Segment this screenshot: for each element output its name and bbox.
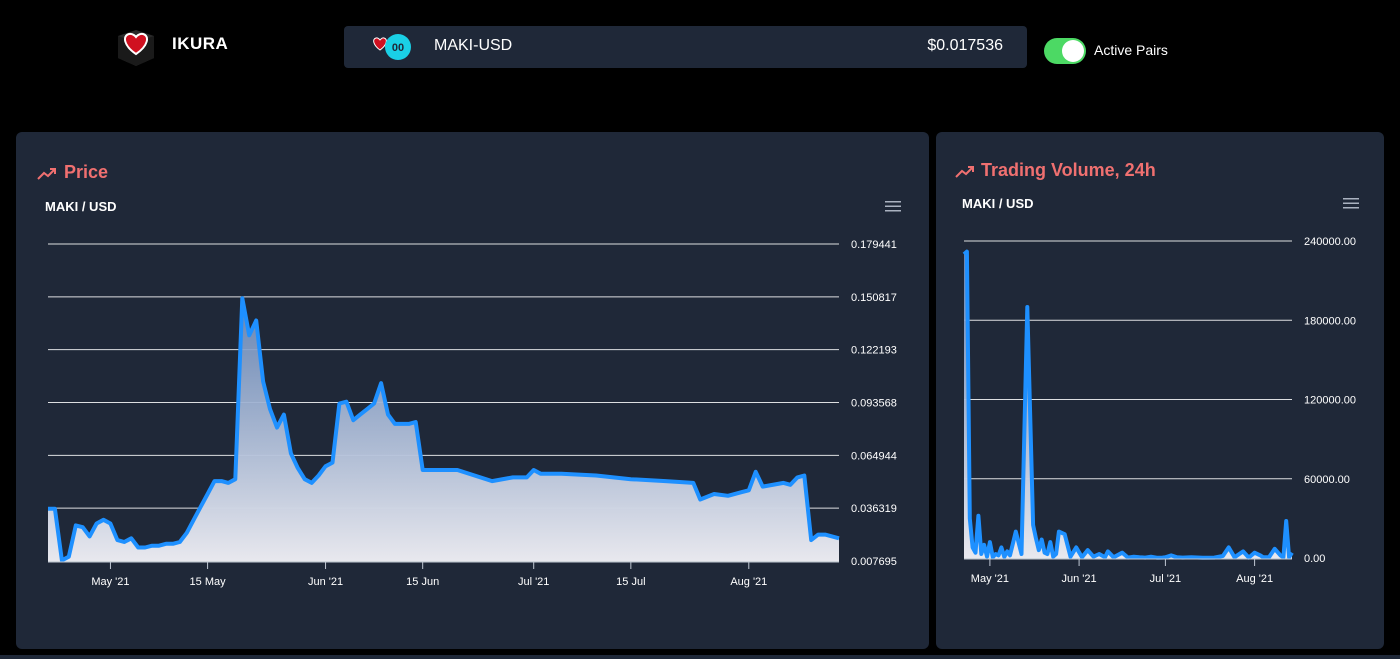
pair-selector[interactable]: 00 MAKI-USD $0.017536 [344, 26, 1027, 68]
price-panel: Price MAKI / USD 0.179441 0.150817 0.12219… [16, 132, 929, 649]
x-tick-label: Jun '21 [1062, 573, 1097, 585]
y-tick-label: 120000.00 [1304, 395, 1356, 407]
y-tick-label: 0.036319 [851, 503, 897, 515]
y-tick-label: 0.00 [1304, 553, 1325, 565]
x-tick-label: Jul '21 [518, 576, 549, 588]
x-tick-label: May '21 [971, 573, 1009, 585]
price-chart-subtitle: MAKI / USD [45, 199, 117, 214]
volume-chart[interactable]: 240000.00 180000.00 120000.00 60000.00 0.00 M… [936, 132, 1384, 649]
pair-name: MAKI-USD [434, 37, 513, 54]
ikura-logo[interactable] [114, 24, 158, 68]
price-title: Price [64, 162, 109, 182]
y-tick-label: 0.064944 [851, 450, 897, 462]
y-tick-label: 180000.00 [1304, 315, 1356, 327]
x-tick-label: Jun '21 [308, 576, 343, 588]
brand-name: IKURA [172, 34, 229, 53]
volume-chart-subtitle: MAKI / USD [962, 196, 1034, 211]
active-pairs-label: Active Pairs [1094, 42, 1168, 58]
x-tick-label: May '21 [91, 576, 129, 588]
y-tick-label: 0.093568 [851, 398, 897, 410]
x-tick-label: Jul '21 [1150, 573, 1181, 585]
x-tick-label: Aug '21 [730, 576, 767, 588]
y-tick-label: 60000.00 [1304, 474, 1350, 486]
x-tick-label: 15 Jul [616, 576, 645, 588]
series-line[interactable] [962, 249, 1294, 560]
hamburger-menu-icon[interactable] [1343, 197, 1359, 209]
y-tick-label: 0.179441 [851, 239, 897, 251]
maki-token-icon: 00 [373, 34, 411, 60]
svg-text:00: 00 [392, 42, 404, 54]
series-area [964, 251, 1292, 558]
series-line[interactable] [48, 296, 840, 563]
hamburger-menu-icon[interactable] [885, 200, 901, 212]
bottom-strip [0, 655, 1400, 659]
x-tick-label: 15 Jun [406, 576, 439, 588]
active-pairs-toggle[interactable] [1044, 38, 1086, 64]
x-tick-label: 15 May [190, 576, 227, 588]
trending-up-icon [955, 166, 974, 178]
y-tick-label: 0.122193 [851, 345, 897, 357]
y-tick-label: 0.007695 [851, 556, 897, 568]
trending-up-icon [37, 168, 56, 180]
pair-price: $0.017536 [927, 37, 1003, 54]
y-tick-label: 0.150817 [851, 292, 897, 304]
volume-title: Trading Volume, 24h [981, 160, 1156, 180]
x-tick-label: Aug '21 [1236, 573, 1273, 585]
y-tick-label: 240000.00 [1304, 236, 1356, 248]
series-area [48, 298, 839, 561]
price-chart[interactable]: 0.179441 0.150817 0.122193 0.093568 0.064944… [16, 132, 929, 649]
toggle-knob [1062, 40, 1084, 62]
volume-panel: Trading Volume, 24h MAKI / USD 240000.00… [936, 132, 1384, 649]
